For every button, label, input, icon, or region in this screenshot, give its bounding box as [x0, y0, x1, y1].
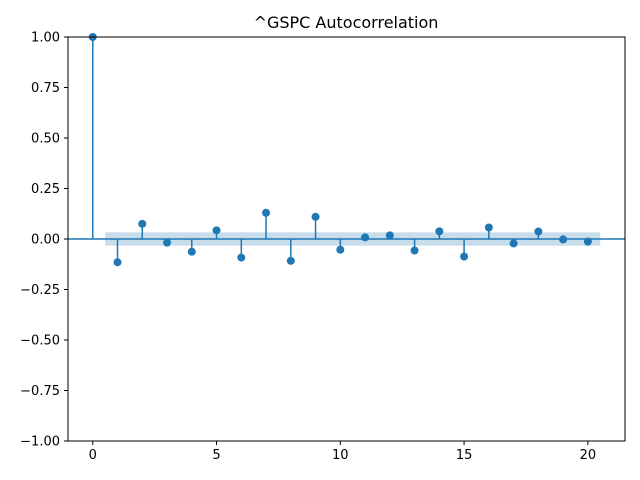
axes: 0 5 10 15 20 −1.00 −0.75 −0.50 −0.25 0.00 0.25 0.50… [20, 31, 626, 463]
y-tick-label: −1.00 [20, 435, 60, 450]
y-tick-label: 0.75 [31, 81, 60, 96]
y-tick-label: 0.50 [31, 132, 60, 147]
marker-lag-16 [484, 223, 493, 232]
x-tick-label: 5 [212, 448, 220, 463]
chart-title: ^GSPC Autocorrelation [254, 13, 439, 32]
marker-lag-17 [509, 239, 518, 248]
x-tick-label: 15 [456, 448, 473, 463]
y-tick-label: −0.75 [20, 384, 60, 399]
marker-lag-5 [212, 226, 221, 235]
x-tick-label: 0 [89, 448, 97, 463]
y-tick-label: 1.00 [31, 31, 60, 46]
marker-lag-6 [237, 253, 246, 262]
marker-lag-13 [410, 246, 419, 255]
y-tick-label: −0.50 [20, 334, 60, 349]
x-tick-label: 10 [332, 448, 349, 463]
marker-lag-9 [311, 212, 320, 221]
marker-lag-3 [163, 238, 172, 247]
marker-lag-20 [583, 237, 592, 246]
y-tick-label: −0.25 [20, 283, 60, 298]
marker-lag-7 [262, 208, 271, 217]
marker-lag-19 [559, 235, 568, 244]
marker-lag-15 [460, 252, 469, 261]
marker-lag-8 [286, 256, 295, 265]
x-tick-label: 20 [580, 448, 597, 463]
marker-lag-10 [336, 245, 345, 254]
marker-lag-14 [435, 227, 444, 236]
marker-lag-2 [138, 219, 147, 228]
y-tick-label: 0.00 [31, 233, 60, 248]
marker-lag-11 [361, 233, 370, 242]
y-tick-label: 0.25 [31, 182, 60, 197]
plot-area [68, 33, 625, 267]
marker-lag-1 [113, 258, 122, 267]
marker-lag-4 [187, 247, 196, 256]
marker-lag-18 [534, 227, 543, 236]
marker-lag-12 [385, 231, 394, 240]
